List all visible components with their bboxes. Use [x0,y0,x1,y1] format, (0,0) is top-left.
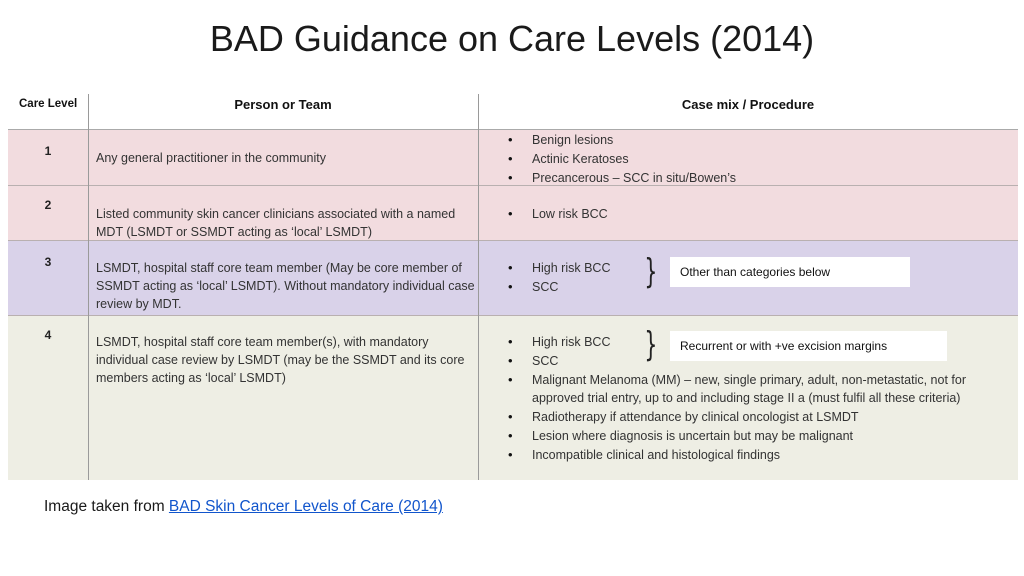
credit-prefix: Image taken from [44,498,169,515]
list-item: Precancerous – SCC in situ/Bowen’s [504,169,1014,188]
header-case-mix: Case mix / Procedure [681,97,815,112]
care-level-cell: 2 [44,198,52,212]
table-row: 1 Any general practitioner in the commun… [8,130,1018,187]
table-row: 3 LSMDT, hospital staff core team member… [8,241,1018,316]
brace-icon: } [644,252,658,292]
list-item: Actinic Keratoses [504,150,1014,169]
person-cell: LSMDT, hospital staff core team member (… [96,261,475,311]
person-cell: Any general practitioner in the communit… [96,151,326,165]
table-row: 2 Listed community skin cancer clinician… [8,186,1018,241]
table-row: 4 LSMDT, hospital staff core team member… [8,316,1018,480]
case-mix-list: Benign lesions Actinic Keratoses Precanc… [504,131,1014,187]
care-level-cell: 4 [44,328,52,342]
list-item: SCC [504,352,1014,371]
list-item: SCC [504,278,1014,297]
list-item: Incompatible clinical and histological f… [504,446,1014,465]
page-title: BAD Guidance on Care Levels (2014) [209,18,815,59]
list-item: Malignant Melanoma (MM) – new, single pr… [504,371,1014,409]
list-item: Lesion where diagnosis is uncertain but … [504,427,1014,446]
case-mix-list: Low risk BCC [504,205,1014,224]
case-mix-list: High risk BCC SCC Malignant Melanoma (MM… [504,333,1014,465]
care-level-cell: 1 [44,144,52,158]
header-care-level: Care Level [19,98,78,110]
person-cell: LSMDT, hospital staff core team member(s… [96,335,465,385]
list-item: Low risk BCC [504,205,1014,224]
case-mix-list: High risk BCC SCC [504,259,1014,297]
person-cell: Listed community skin cancer clinicians … [96,207,456,239]
source-link[interactable]: BAD Skin Cancer Levels of Care (2014) [168,498,443,515]
list-item: Benign lesions [504,131,1014,150]
table-header-row: Care Level Person or Team Case mix / Pro… [8,94,1018,130]
list-item: High risk BCC [504,333,1014,352]
image-credit: Image taken from BAD Skin Cancer Levels … [44,498,443,516]
header-person-or-team: Person or Team [234,97,332,112]
list-item: High risk BCC [504,259,1014,278]
brace-icon: } [644,325,658,365]
care-level-cell: 3 [44,255,52,269]
column-divider [88,94,89,480]
note-callout: Recurrent or with +ve excision margins [670,331,947,361]
note-callout: Other than categories below [670,257,910,287]
list-item: Radiotherapy if attendance by clinical o… [504,408,1014,427]
column-divider [478,94,479,480]
